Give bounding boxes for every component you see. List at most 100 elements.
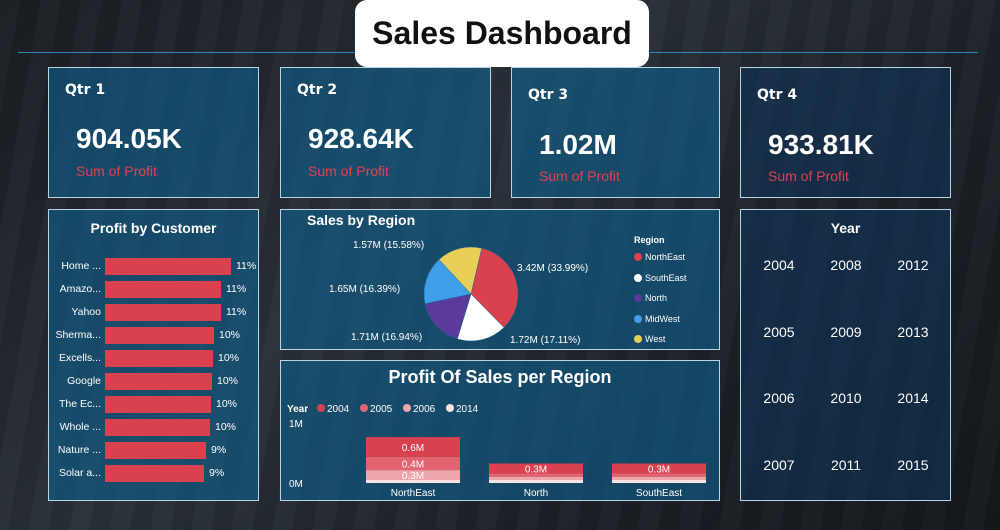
legend-item-southeast[interactable]: SouthEast	[634, 273, 687, 283]
customer-value-label: 10%	[215, 421, 237, 433]
kpi-card-qtr4[interactable]: Qtr 4 933.81K Sum of Profit	[740, 67, 951, 198]
kpi-subtitle: Sum of Profit	[308, 163, 389, 179]
legend-label: MidWest	[645, 313, 680, 324]
legend-dot	[360, 404, 368, 412]
legend-label: NorthEast	[645, 252, 686, 262]
customer-name: Google	[67, 375, 101, 387]
pie-slice-label: 3.42M (33.99%)	[517, 263, 588, 274]
legend-label: 2006	[413, 404, 436, 415]
y-tick-label: 0M	[289, 479, 303, 490]
bar-segment-2005	[612, 473, 706, 477]
bar-value-label: 0.3M	[525, 464, 547, 475]
year-option-2008[interactable]: 2008	[830, 257, 862, 273]
customer-bar	[105, 442, 206, 459]
chart-title: Profit Of Sales per Region	[388, 367, 612, 387]
year-option-2009[interactable]: 2009	[830, 323, 862, 340]
legend-title: Year	[287, 404, 308, 415]
legend-dot	[634, 314, 642, 323]
year-option-2011[interactable]: 2011	[830, 456, 862, 473]
profit-by-customer-chart[interactable]: Profit by Customer Home ... 11% Amazo... 11…	[48, 209, 259, 501]
legend-item-west[interactable]: West	[634, 334, 665, 344]
customer-row[interactable]: Amazo... 11%	[49, 280, 259, 300]
kpi-value: 904.05K	[76, 123, 182, 154]
legend-dot	[403, 404, 411, 412]
customer-name: Yahoo	[71, 306, 101, 318]
legend-item-north[interactable]: North	[634, 293, 667, 303]
pie-slice-midwest	[423, 259, 472, 305]
profit-per-region-chart[interactable]: Profit Of Sales per Region Year 2004 2005 2…	[280, 360, 720, 501]
legend-label: North	[645, 293, 668, 303]
bar-value-label: 0.4M	[402, 460, 424, 471]
customer-value-label: 10%	[217, 375, 239, 387]
customer-bar	[105, 327, 214, 344]
year-option-2013[interactable]: 2013	[897, 323, 929, 340]
kpi-card-qtr1[interactable]: Qtr 1 904.05K Sum of Profit	[48, 67, 259, 198]
customer-name: Excells...	[58, 352, 101, 364]
kpi-value: 928.64K	[308, 123, 414, 154]
customer-name: Whole ...	[59, 421, 101, 433]
pie-slice-label: 1.72M (17.11%)	[510, 335, 580, 346]
customer-row[interactable]: Excells... 10%	[49, 349, 259, 369]
pie-slice-label: 1.57M (15.58%)	[353, 240, 424, 251]
year-slicer[interactable]: Year 2004 2008 2012 2005 2009 2013 2006 2010 201…	[740, 209, 951, 501]
bar-segment-2005	[366, 456, 460, 471]
customer-row[interactable]: The Ec... 10%	[49, 395, 259, 415]
legend-dot	[634, 294, 642, 302]
customer-name: Solar a...	[58, 467, 101, 479]
customer-name: Home ...	[61, 260, 101, 272]
legend-label: 2004	[327, 404, 350, 415]
customer-bar	[105, 465, 204, 482]
pie-slice-label: 1.65M (16.39%)	[329, 284, 400, 295]
x-category-label: North	[524, 488, 548, 499]
pie-slice-label: 1.71M (16.94%)	[351, 332, 422, 343]
y-tick-label: 1M	[289, 419, 303, 430]
bar-segment-2006	[366, 470, 460, 480]
legend-dot	[634, 253, 642, 261]
kpi-label: Qtr 2	[297, 82, 338, 98]
kpi-subtitle: Sum of Profit	[539, 168, 620, 184]
customer-value-label: 11%	[226, 283, 247, 295]
kpi-subtitle: Sum of Profit	[768, 168, 849, 184]
legend-item-midwest[interactable]: MidWest	[634, 314, 680, 324]
year-option-2006[interactable]: 2006	[763, 390, 795, 406]
customer-value-label: 9%	[209, 467, 225, 479]
kpi-value: 1.02M	[539, 129, 617, 160]
slicer-title: Year	[830, 220, 861, 236]
sales-by-region-chart[interactable]: Sales by Region 3.42M (33.99%) 1.72M (17.…	[280, 209, 720, 350]
customer-name: Amazo...	[59, 283, 101, 295]
pie-slice-north	[424, 293, 472, 340]
pie-slice-west	[438, 246, 483, 295]
bar-segment-2004	[366, 437, 460, 457]
year-option-2007[interactable]: 2007	[763, 456, 795, 473]
year-option-2015[interactable]: 2015	[897, 456, 929, 473]
bar-value-label: 0.3M	[402, 471, 424, 482]
legend-dot	[317, 404, 325, 412]
customer-value-label: 9%	[211, 444, 227, 456]
legend-dot	[446, 404, 454, 412]
year-option-2014[interactable]: 2014	[897, 390, 929, 406]
year-option-2005[interactable]: 2005	[763, 323, 795, 340]
year-option-2010[interactable]: 2010	[830, 390, 862, 406]
legend-item-northeast[interactable]: NorthEast	[634, 252, 685, 262]
customer-row[interactable]: Google 10%	[49, 372, 259, 392]
kpi-card-qtr2[interactable]: Qtr 2 928.64K Sum of Profit	[280, 67, 491, 198]
x-category-label: SouthEast	[636, 488, 682, 499]
customer-bar	[105, 373, 212, 390]
chart-title: Sales by Region	[307, 212, 416, 228]
customer-row[interactable]: Nature ... 9%	[49, 441, 259, 461]
customer-value-label: 10%	[218, 352, 240, 364]
bar-segment-2005	[489, 473, 583, 477]
dashboard-title: Sales Dashboard	[355, 0, 649, 67]
customer-row[interactable]: Solar a... 9%	[49, 464, 259, 484]
customer-row[interactable]: Yahoo 11%	[49, 303, 259, 323]
kpi-card-qtr3[interactable]: Qtr 3 1.02M Sum of Profit	[511, 67, 720, 198]
x-category-label: NorthEast	[391, 488, 436, 499]
legend-title: Region	[634, 235, 665, 245]
customer-row[interactable]: Home ... 11%	[49, 257, 259, 277]
pie-slice-northeast	[470, 247, 519, 328]
customer-row[interactable]: Sherma... 10%	[49, 326, 259, 346]
customer-row[interactable]: Whole ... 10%	[49, 418, 259, 438]
year-option-2012[interactable]: 2012	[897, 257, 929, 273]
pie-chart: 3.42M (33.99%) 1.72M (17.11%) 1.71M (16.94…	[329, 240, 588, 346]
year-option-2004[interactable]: 2004	[763, 257, 795, 273]
